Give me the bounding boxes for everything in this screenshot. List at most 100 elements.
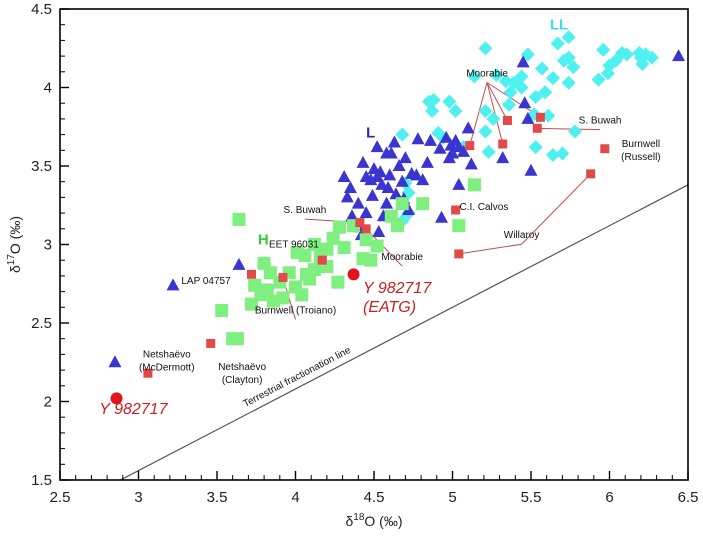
leader-line [537, 127, 601, 131]
ll-diamond-point [561, 75, 576, 90]
l-triangle-point [389, 187, 403, 200]
annotation-line: Moorabie [381, 252, 423, 263]
annotation-willaroy: Willaroy [504, 230, 540, 241]
ll-diamond-point [608, 53, 623, 68]
h-square-point [370, 239, 384, 253]
l-triangle-point [340, 190, 354, 203]
h-square-point [332, 220, 346, 234]
ll-diamond-point [467, 69, 482, 84]
annotation-line: (EATG) [363, 299, 416, 316]
leader-line [469, 82, 488, 146]
y-tick-label: 3.5 [31, 158, 52, 175]
y-tick-label: 4.5 [31, 1, 52, 18]
ticks: 2.5 3 3.5 4 4.5 5 5.5 6 6.5 1.5 2 2.5 3 3.5 4 4.5 [31, 1, 698, 506]
ll-diamond-point [550, 36, 565, 51]
annotation-line: Burnwell [622, 139, 660, 150]
named-meteorite-point [535, 112, 545, 122]
x-tick-label: 5 [448, 489, 456, 506]
x-tick-label: 6 [605, 489, 613, 506]
l-triangle-point [383, 168, 397, 181]
h-square-point [295, 288, 309, 302]
y-tick-label: 2.5 [31, 315, 52, 332]
h-square-point [290, 245, 304, 259]
ll-diamond-point [600, 66, 615, 81]
ll-diamond-point [561, 50, 576, 65]
h-square-point [276, 291, 290, 305]
named-meteorite-point [502, 115, 512, 125]
ll-diamond-point [498, 74, 513, 89]
ll-diamond-point [644, 50, 659, 65]
l-triangle-point [367, 162, 381, 175]
l-triangle-point [496, 151, 510, 164]
annotation-line: LAP 04757 [181, 276, 231, 287]
named-meteorite-point [317, 255, 327, 265]
named-meteorite-point [247, 269, 257, 279]
ll-diamond-point [478, 104, 493, 119]
y-axis-title: δ17O (‰) [6, 216, 23, 273]
h-square-point [467, 178, 481, 192]
group-label-ll: LL [550, 16, 568, 33]
annotation-s-buwah-lower: S. Buwah [284, 205, 327, 216]
named-meteorite-point [143, 368, 153, 378]
ll-diamond-point [596, 42, 611, 57]
l-triangle-point [424, 133, 438, 146]
terrestrial-fractionation-line [120, 184, 689, 481]
l-triangle-point [439, 130, 453, 143]
annotation-line: Burnwell (Troiano) [255, 306, 336, 317]
h-square-point [356, 252, 370, 266]
l-triangle-point [343, 180, 357, 193]
l-triangle-point [337, 169, 351, 182]
l-triangle-point [518, 96, 532, 109]
annotation-netshaevo-clayton: Netshaëvo (Clayton) [218, 362, 266, 386]
l-triangle-point [521, 111, 535, 124]
l-triangle-point [452, 177, 466, 190]
h-square-point [232, 212, 246, 226]
annotation-line: Moorabie [466, 69, 508, 80]
annotation-y982717-label: Y 982717 [99, 401, 168, 418]
ll-diamond-point [567, 124, 582, 139]
ll-diamond-point [503, 85, 518, 100]
ll-diamond-point [478, 41, 493, 56]
ll-diamond-point [489, 67, 504, 82]
data-points [108, 30, 686, 405]
annotation-line: S. Buwah [579, 116, 622, 127]
named-meteorite-point [532, 123, 542, 133]
ll-diamond-point [425, 104, 440, 119]
group-label-h: H [258, 232, 269, 249]
h-square-point [359, 233, 373, 247]
l-triangle-point [464, 157, 478, 170]
annotation-y982717-eatg-label: Y 982717 (EATG) [363, 280, 432, 316]
ll-diamond-point [448, 104, 463, 119]
terrestrial-fractionation-line-group: Terrestrial fractionation line [120, 184, 689, 481]
l-triangle-point [166, 278, 180, 291]
l-triangle-point [345, 209, 359, 222]
h-square-point [215, 303, 229, 317]
l-triangle-point [384, 146, 398, 159]
l-triangle-point [442, 151, 456, 164]
named-meteorite-point [206, 338, 216, 348]
l-triangle-point [433, 141, 447, 154]
annotation-netshaevo-mcdermott: Netshaëvo (McDermott) [139, 350, 195, 374]
annotation-line: (Russell) [621, 152, 660, 163]
h-square-point [337, 241, 351, 255]
l-triangle-point [435, 210, 449, 223]
h-square-point [307, 238, 321, 251]
named-meteorite-point [361, 224, 371, 234]
l-triangle-point [356, 155, 370, 168]
ll-diamond-point [615, 45, 630, 60]
x-tick-label: 6.5 [678, 489, 699, 506]
ll-diamond-point [442, 94, 457, 109]
ll-diamond-point [486, 111, 501, 126]
y-tick-label: 1.5 [31, 472, 52, 489]
l-triangle-point [359, 169, 373, 182]
ll-diamond-point [528, 140, 543, 155]
annotation-line: C.I. Calvos [459, 202, 508, 213]
annotation-s-buwah-upper: S. Buwah [579, 116, 622, 127]
l-triangle-point [405, 166, 419, 179]
named-meteorite-point [454, 249, 464, 259]
annotation-moorabie-lower: Moorabie [381, 252, 423, 263]
l-triangle-point [411, 132, 425, 145]
ll-diamond-point [566, 60, 581, 75]
